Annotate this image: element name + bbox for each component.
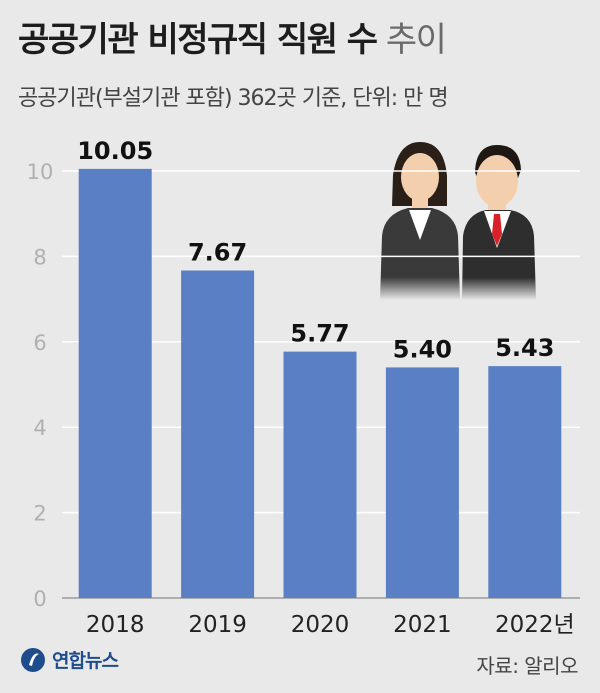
x-tick-label: 2018 (86, 612, 145, 638)
yonhap-logo-icon (21, 647, 45, 672)
bar (488, 366, 562, 598)
value-label: 5.43 (495, 334, 554, 362)
title-suffix: 추이 (385, 20, 447, 60)
bar (385, 367, 459, 598)
logo-text: 연합뉴스 (52, 650, 119, 672)
y-axis: 0 2 4 6 8 10 (27, 160, 54, 611)
y-tick-label: 4 (33, 416, 46, 440)
bars (78, 168, 562, 599)
bar (78, 168, 152, 599)
x-tick-label: 2021 (393, 612, 452, 638)
man-figure (462, 145, 536, 300)
source-note: 자료: 알리오 (476, 654, 578, 678)
value-label: 5.40 (393, 335, 452, 363)
woman-figure (380, 142, 460, 300)
y-tick-label: 10 (27, 160, 54, 184)
bar (181, 270, 255, 598)
y-tick-label: 2 (33, 502, 46, 526)
value-label: 10.05 (77, 137, 153, 165)
chart-title: 공공기관 비정규직 직원 수 추이 (18, 12, 447, 61)
value-labels: 10.05 7.67 5.77 5.40 5.43 (77, 137, 554, 364)
office-workers-icon (380, 142, 536, 300)
bar (283, 351, 357, 598)
title-main: 공공기관 비정규직 직원 수 (18, 20, 378, 60)
x-axis: 2018 2019 2020 2021 2022년 (86, 612, 575, 638)
y-tick-label: 6 (33, 331, 46, 355)
x-tick-label: 2020 (291, 612, 350, 638)
chart-subtitle: 공공기관(부설기관 포함) 362곳 기준, 단위: 만 명 (18, 86, 449, 111)
yonhap-logo: 연합뉴스 (20, 646, 119, 673)
x-tick-label: 2022년 (495, 612, 575, 638)
y-tick-label: 0 (33, 587, 46, 611)
y-tick-label: 8 (33, 245, 46, 269)
value-label: 7.67 (188, 238, 247, 266)
x-tick-label: 2019 (188, 612, 247, 638)
value-label: 5.77 (290, 320, 349, 348)
